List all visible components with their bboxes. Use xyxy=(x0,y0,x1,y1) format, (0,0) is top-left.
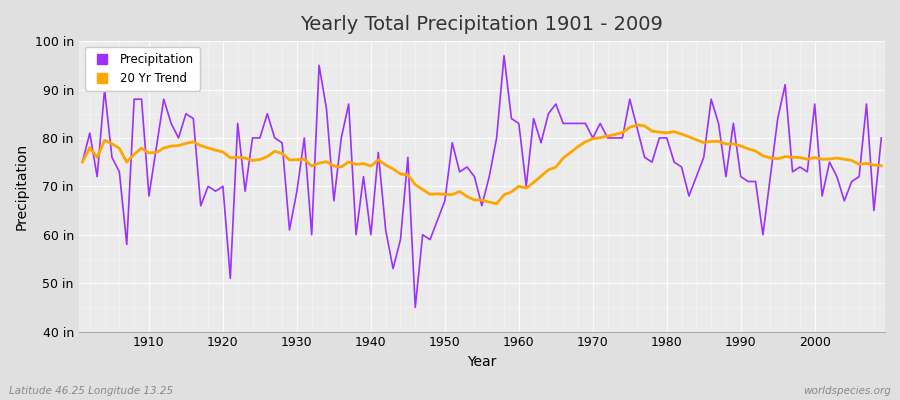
Text: worldspecies.org: worldspecies.org xyxy=(803,386,891,396)
Y-axis label: Precipitation: Precipitation xyxy=(15,143,29,230)
Legend: Precipitation, 20 Yr Trend: Precipitation, 20 Yr Trend xyxy=(85,47,200,91)
Title: Yearly Total Precipitation 1901 - 2009: Yearly Total Precipitation 1901 - 2009 xyxy=(301,15,663,34)
Text: Latitude 46.25 Longitude 13.25: Latitude 46.25 Longitude 13.25 xyxy=(9,386,173,396)
X-axis label: Year: Year xyxy=(467,355,497,369)
